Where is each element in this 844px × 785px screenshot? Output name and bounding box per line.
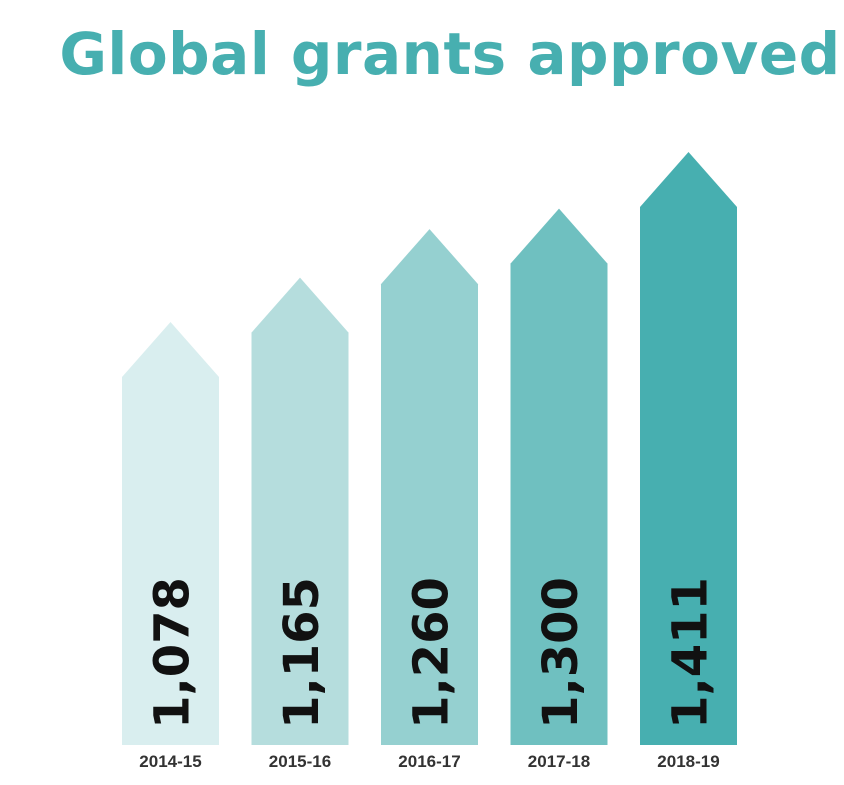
value-label: 1,078: [145, 577, 201, 729]
bar-arrow: [381, 229, 478, 746]
bar-2014-15: 1,078 2014-15: [122, 322, 219, 771]
bar-arrow: [640, 152, 737, 746]
bar-arrow: [510, 208, 608, 745]
bar-arrow: [251, 277, 349, 745]
category-label: 2015-16: [269, 752, 331, 771]
value-label: 1,411: [663, 577, 719, 729]
category-label: 2016-17: [398, 752, 460, 771]
bar-2016-17: 1,260 2016-17: [381, 229, 478, 771]
value-label: 1,300: [533, 577, 589, 729]
category-label: 2014-15: [139, 752, 201, 771]
bar-2017-18: 1,300 2017-18: [510, 208, 608, 771]
category-label: 2018-19: [657, 752, 719, 771]
category-label: 2017-18: [528, 752, 590, 771]
bar-2015-16: 1,165 2015-16: [251, 277, 349, 771]
value-label: 1,165: [274, 577, 330, 729]
value-label: 1,260: [404, 577, 460, 729]
chart-title: Global grants approved: [59, 20, 841, 88]
bar-2018-19: 1,411 2018-19: [640, 152, 737, 771]
bar-arrow: [122, 322, 219, 745]
